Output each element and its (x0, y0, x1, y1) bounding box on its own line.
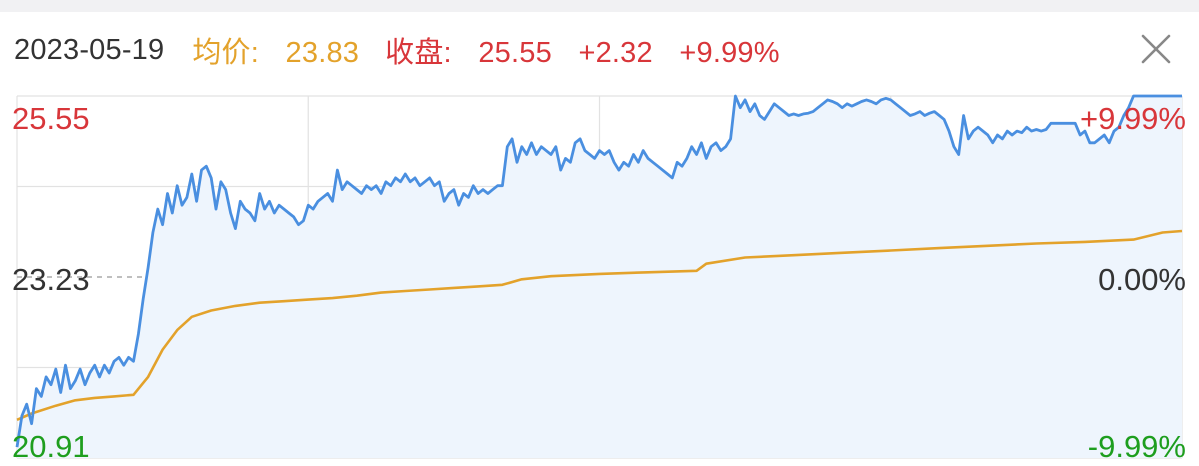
close-price-label: 收盘: (385, 37, 452, 69)
info-header: 2023-05-19 均价: 23.83 收盘: 25.55 +2.32 +9.… (14, 30, 780, 70)
y-tick-right-low: -9.99% (1088, 429, 1186, 464)
y-tick-left-low: 20.91 (12, 429, 90, 464)
average-price-label: 均价: (192, 37, 260, 69)
y-tick-right-base: 0.00% (1098, 262, 1186, 297)
close-price: 收盘: 25.55 +2.32 +9.99% (385, 29, 780, 71)
price-area-fill (17, 96, 1182, 458)
y-tick-left-high: 25.55 (12, 101, 90, 136)
price-change-percent: +9.99% (679, 37, 780, 69)
close-price-value: 25.55 (478, 37, 552, 69)
y-tick-left-base: 23.23 (12, 262, 90, 297)
y-tick-right-high: +9.99% (1080, 101, 1186, 136)
close-icon[interactable] (1139, 32, 1173, 66)
top-band (0, 0, 1199, 12)
trade-date: 2023-05-19 (14, 33, 165, 66)
price-change: +2.32 (578, 37, 653, 69)
average-price-value: 23.83 (285, 37, 360, 69)
average-price-line (16, 229, 1183, 421)
price-line (15, 94, 1182, 448)
axis-labels: 25.55 23.23 20.91 +9.99% 0.00% -9.99% (12, 101, 1186, 464)
average-price: 均价: 23.83 (192, 29, 359, 71)
